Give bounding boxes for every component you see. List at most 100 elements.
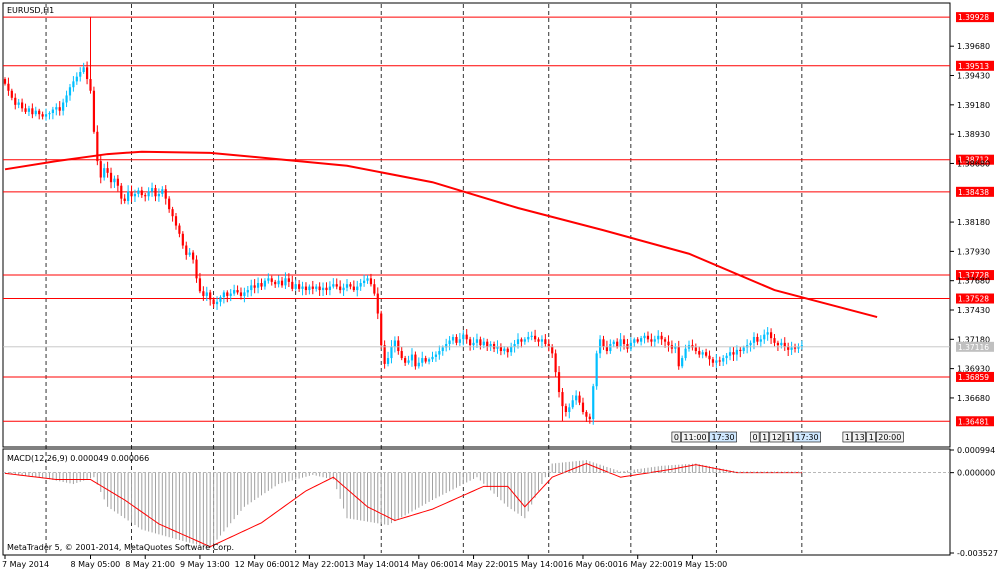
candle-body — [691, 345, 694, 348]
candle — [41, 111, 44, 120]
candle — [308, 284, 311, 295]
candle-body — [527, 336, 530, 340]
time-marker-box — [783, 431, 793, 443]
price-tick-label: 1.37180 — [957, 335, 990, 344]
candle — [311, 280, 314, 295]
candle — [116, 174, 119, 192]
candle-body — [769, 332, 773, 339]
candle-body — [181, 233, 184, 246]
candle — [424, 355, 427, 364]
candle-body — [414, 354, 417, 367]
candle-body — [31, 108, 34, 115]
candle-body — [756, 336, 759, 342]
candle — [256, 277, 260, 294]
candle — [335, 278, 338, 290]
candle — [711, 356, 715, 367]
candle-body — [280, 280, 284, 286]
candle — [393, 336, 396, 353]
candle-body — [263, 280, 267, 287]
candle — [469, 336, 472, 351]
horizontal-level-lines[interactable]: 1.39928 1.39513 1.38712 1.38438 1.37728 1.375… — [3, 12, 994, 427]
macd-tick-label: 0.000000 — [957, 469, 995, 478]
candle-body — [178, 225, 181, 234]
candle-body — [65, 95, 68, 103]
candle-body — [68, 87, 72, 96]
candle — [725, 352, 728, 365]
candle — [657, 330, 660, 344]
level-price-tag — [956, 60, 994, 71]
candle — [202, 286, 205, 301]
candle — [715, 354, 718, 369]
time-marker-label: 12 — [772, 433, 782, 442]
candle-body — [393, 340, 396, 347]
candle — [127, 185, 130, 205]
candle-body — [7, 83, 10, 91]
candle — [407, 355, 410, 365]
level-price-label: 1.37528 — [958, 295, 989, 304]
time-marker-label: 13 — [855, 433, 865, 442]
candle — [287, 273, 290, 288]
candle-body — [465, 334, 468, 340]
candle-body — [564, 406, 567, 412]
candle — [551, 344, 554, 358]
candle — [356, 280, 359, 297]
candle-body — [335, 284, 338, 287]
time-marker-label: 1 — [762, 433, 767, 442]
candle — [681, 355, 684, 369]
candle — [571, 395, 574, 410]
candle — [554, 349, 557, 377]
candle — [298, 280, 301, 292]
candle-body — [722, 358, 725, 362]
candle — [386, 351, 390, 367]
candle-body — [373, 284, 376, 294]
candle — [174, 213, 178, 230]
candle — [274, 279, 277, 288]
candle — [708, 350, 711, 366]
time-marker-box — [852, 431, 866, 443]
candle-body — [277, 280, 280, 285]
candle — [301, 281, 304, 296]
candle — [640, 335, 643, 346]
candle-body — [417, 362, 420, 367]
candle — [462, 330, 465, 346]
candle-body — [578, 395, 581, 403]
candle — [445, 338, 448, 352]
time-marker-box — [671, 431, 681, 443]
candle — [332, 278, 335, 289]
candle-body — [718, 360, 721, 362]
candle-body — [725, 355, 728, 359]
candle-body — [103, 168, 106, 178]
candle-body — [674, 346, 677, 349]
candle-body — [557, 372, 561, 393]
candle-body — [113, 178, 116, 183]
candle — [198, 272, 202, 294]
candle-body — [106, 168, 109, 173]
candle-body — [304, 286, 308, 291]
candle — [475, 333, 479, 348]
candle-body — [328, 286, 331, 291]
candle-body — [349, 284, 352, 287]
candle-body — [516, 339, 520, 344]
candle-body — [585, 412, 588, 417]
candle-body — [298, 284, 301, 289]
candle — [366, 274, 369, 284]
candle-body — [554, 353, 557, 373]
candle-body — [797, 346, 800, 349]
moving-average-line — [4, 150, 878, 319]
candle — [677, 340, 680, 370]
macd-signal-path — [4, 462, 802, 548]
candle-body — [202, 291, 205, 296]
candle — [222, 290, 225, 304]
candle — [65, 90, 68, 108]
candle-body — [503, 348, 506, 352]
candle-body — [434, 354, 438, 357]
candle-body — [619, 339, 622, 347]
candle — [718, 356, 721, 366]
candle-body — [746, 345, 749, 348]
candle — [410, 348, 414, 367]
candle — [759, 335, 762, 348]
candle — [537, 337, 540, 347]
candle-body — [274, 281, 277, 285]
candle — [605, 340, 609, 355]
